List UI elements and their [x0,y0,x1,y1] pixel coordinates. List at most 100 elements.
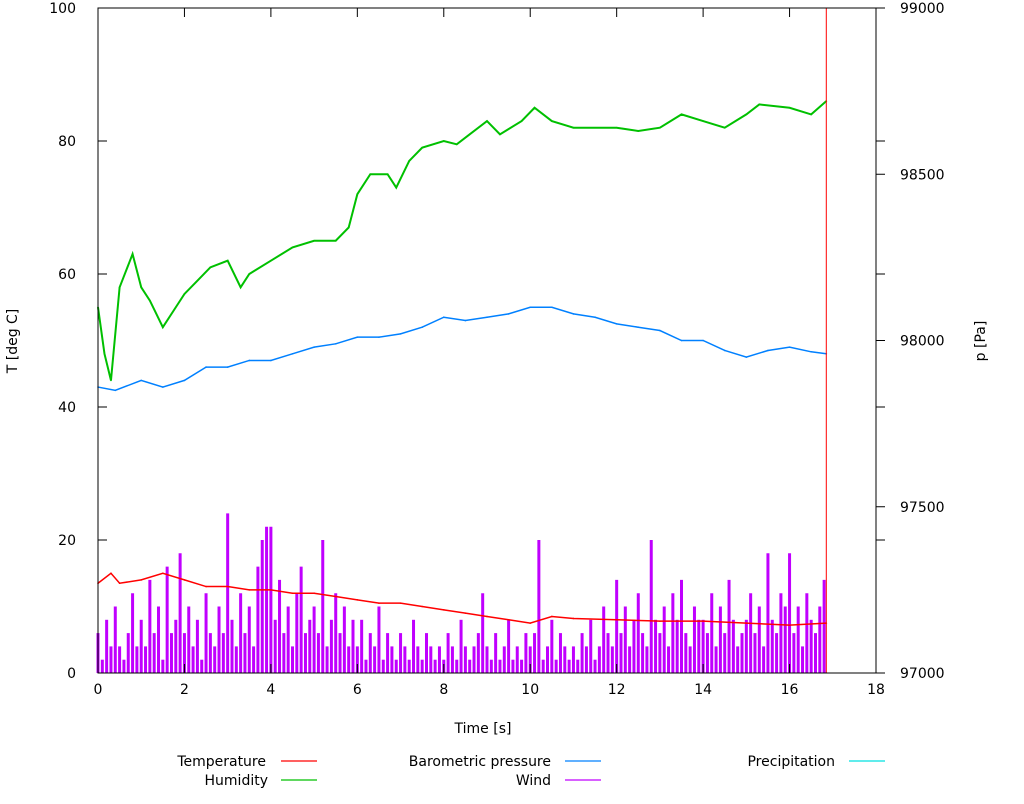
legend-label: Precipitation [747,754,835,770]
barometric-pressure-point [702,339,704,342]
humidity-point [140,286,143,289]
humidity-point [131,253,134,255]
barometric-pressure-point [723,349,726,352]
y-tick-label: 80 [58,134,76,150]
humidity-point [499,133,501,136]
legend-label: Wind [516,773,551,789]
y-axis-label: T [deg C] [5,309,21,375]
temperature-point [248,589,251,591]
y2-tick-label: 98000 [900,334,945,350]
temperature-point [205,585,207,588]
plot-area [96,8,828,673]
y2-axis-label: p [Pa] [973,321,989,362]
humidity-point [702,120,704,122]
humidity-point [468,133,471,136]
y-tick-label: 0 [67,666,76,682]
humidity-point [723,126,726,129]
legend-item-humidity: Humidity [205,773,317,789]
barometric-pressure-point [313,346,315,348]
humidity-point [486,120,488,122]
x-tick-label: 16 [781,682,799,698]
barometric-pressure-point [507,313,510,315]
x-tick-label: 0 [94,682,103,698]
y-tick-label: 60 [58,267,76,283]
barometric-pressure-point [399,333,402,335]
humidity-point [533,106,536,109]
temperature-point [507,619,510,621]
barometric-pressure-point [615,323,618,325]
temperature-point [659,620,661,622]
humidity-point [183,293,186,295]
barometric-pressure-point [594,316,596,319]
y-tick-label: 40 [58,400,76,416]
barometric-pressure-point [810,351,812,353]
temperature-point [442,609,445,611]
humidity-point [356,193,359,195]
barometric-pressure-point [162,386,164,388]
temperature-point [464,612,467,614]
legend-label: Temperature [176,754,266,770]
humidity-point [162,326,164,329]
x-tick-label: 14 [694,682,712,698]
barometric-pressure-point [767,349,769,352]
temperature-point [788,624,791,626]
barometric-pressure-point [788,346,791,348]
barometric-pressure-point [140,379,143,382]
plot-border [97,7,877,674]
humidity-point [637,130,640,132]
barometric-pressure-point [378,336,380,338]
temperature-point [421,605,423,608]
barometric-pressure-point [486,316,488,319]
temperature-point [615,619,618,621]
barometric-pressure-point [421,326,423,329]
humidity-point [408,160,411,162]
temperature-point [334,595,337,598]
humidity-point [103,353,106,355]
barometric-pressure-line [97,306,827,392]
y2-tick-label: 98500 [900,167,945,183]
legend-item-wind: Wind [516,773,601,789]
y2-tick-label: 97500 [900,500,945,516]
humidity-point [421,146,423,149]
humidity-point [395,186,398,189]
x-tick-label: 2 [180,682,189,698]
humidity-line [97,100,827,381]
legend-item-barometric-pressure: Barometric pressure [409,754,601,770]
temperature-line [97,572,827,626]
barometric-pressure-point [291,353,294,355]
humidity-point [291,246,294,249]
x-tick-label: 12 [608,682,626,698]
humidity-point [239,286,242,289]
humidity-point [659,126,661,129]
humidity-point [386,173,389,176]
legend-item-precipitation: Precipitation [747,754,885,770]
temperature-point [356,599,359,601]
humidity-point [334,239,337,242]
barometric-pressure-point [270,359,272,362]
temperature-point [399,602,402,604]
humidity-point [175,306,177,309]
barometric-pressure-point [637,326,640,329]
humidity-point [758,103,761,106]
humidity-point [810,113,812,116]
humidity-point [615,126,618,129]
temperature-point [291,592,294,594]
barometric-pressure-point [680,339,683,342]
barometric-pressure-series [97,306,828,392]
humidity-point [248,273,251,275]
humidity-point [347,226,350,229]
humidity-point [572,126,575,129]
x-tick-label: 10 [521,682,539,698]
temperature-point [486,615,488,618]
y-tick-label: 100 [49,1,76,17]
barometric-pressure-point [114,389,117,392]
barometric-pressure-point [659,329,661,332]
humidity-point [149,299,151,302]
humidity-point [110,379,112,382]
y-tick-label: 20 [58,533,76,549]
barometric-pressure-point [356,336,359,338]
humidity-point [118,286,121,289]
barometric-pressure-point [442,316,445,319]
humidity-point [442,140,445,142]
temperature-point [529,622,532,624]
